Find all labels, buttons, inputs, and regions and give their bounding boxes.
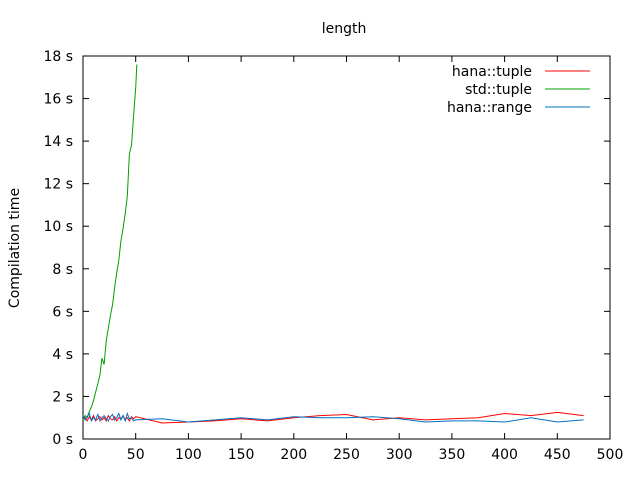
y-tick-label: 0 s xyxy=(52,432,73,448)
x-tick-label: 500 xyxy=(597,447,624,463)
legend-label: hana::tuple xyxy=(452,64,532,80)
x-tick-label: 450 xyxy=(544,447,571,463)
series-line-hana-range xyxy=(82,411,584,423)
series-line-hana-tuple xyxy=(82,411,584,424)
y-axis-label: Compilation time xyxy=(7,188,23,308)
x-tick-label: 250 xyxy=(333,447,360,463)
x-tick-label: 200 xyxy=(280,447,307,463)
x-axis: 0 50 100 150 200 250 300 350 400 450 500 xyxy=(79,56,624,463)
y-tick-label: 12 s xyxy=(43,177,73,193)
chart-title: length xyxy=(322,21,367,37)
y-axis: 0 s 2 s 4 s 6 s 8 s 10 s 12 s 14 s 16 s 18 s xyxy=(43,49,610,448)
series-line-std-tuple xyxy=(82,64,138,421)
y-tick-label: 14 s xyxy=(43,134,73,150)
x-tick-label: 150 xyxy=(228,447,255,463)
series-lines xyxy=(82,64,584,424)
y-tick-label: 8 s xyxy=(52,262,73,278)
y-tick-label: 16 s xyxy=(43,92,73,108)
x-tick-label: 100 xyxy=(175,447,202,463)
legend-label: std::tuple xyxy=(465,82,532,98)
x-tick-label: 400 xyxy=(491,447,518,463)
x-tick-label: 300 xyxy=(386,447,413,463)
y-tick-label: 6 s xyxy=(52,304,73,320)
y-tick-label: 2 s xyxy=(52,389,73,405)
y-tick-label: 10 s xyxy=(43,219,73,235)
x-tick-label: 50 xyxy=(127,447,145,463)
x-tick-label: 0 xyxy=(79,447,88,463)
legend-label: hana::range xyxy=(447,100,532,116)
y-tick-label: 18 s xyxy=(43,49,73,65)
x-tick-label: 350 xyxy=(439,447,466,463)
y-tick-label: 4 s xyxy=(52,347,73,363)
